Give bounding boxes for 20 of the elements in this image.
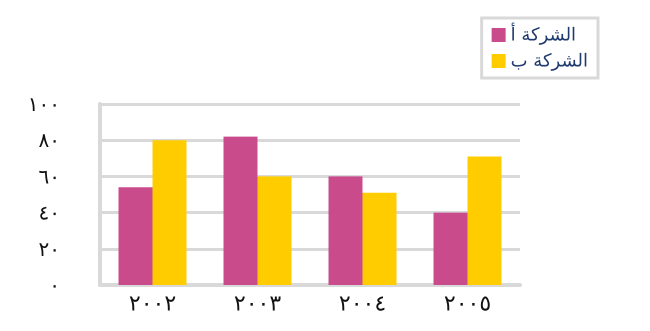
bar — [224, 136, 258, 285]
legend-label: الشركة أ — [510, 22, 576, 46]
legend-label: الشركة ب — [510, 50, 588, 72]
bar — [328, 176, 362, 285]
bar — [434, 212, 468, 285]
x-tick-label: ٢٠٠٤ — [338, 292, 386, 316]
bar — [152, 140, 186, 285]
y-tick-label: ٤٠ — [38, 200, 60, 225]
y-tick-label: ٠ — [49, 273, 60, 297]
bar — [362, 192, 396, 285]
y-tick-label: ٦٠ — [38, 164, 60, 188]
x-tick-label: ٢٠٠٣ — [234, 292, 282, 316]
x-tick-label: ٢٠٠٥ — [444, 292, 492, 316]
y-tick-label: ٨٠ — [38, 128, 60, 152]
bar — [258, 176, 292, 285]
y-tick-label: ٢٠ — [38, 236, 60, 261]
bar — [468, 156, 502, 285]
x-tick-label: ٢٠٠٢ — [128, 292, 176, 316]
bar — [118, 187, 152, 285]
y-tick-label: ١٠٠ — [28, 92, 60, 116]
